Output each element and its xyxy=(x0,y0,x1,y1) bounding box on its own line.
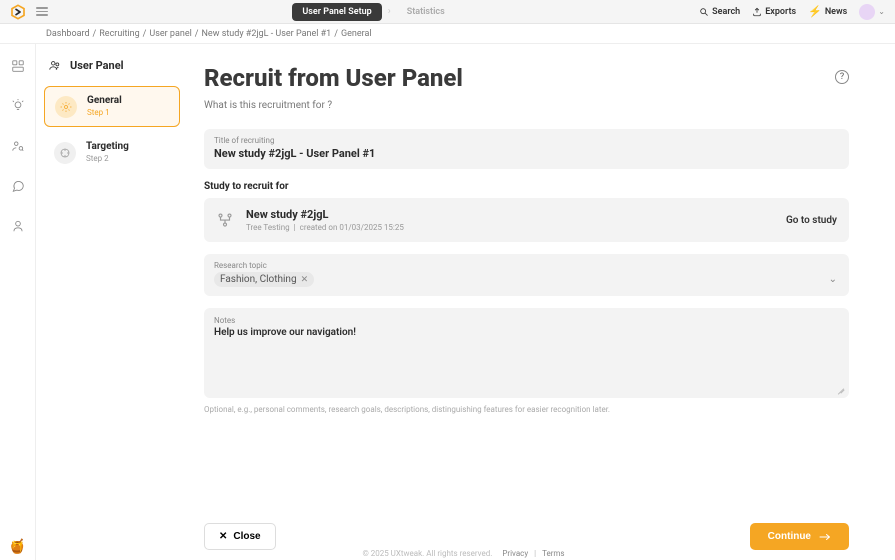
topic-tag: Fashion, Clothing ✕ xyxy=(214,272,314,287)
gear-icon xyxy=(55,96,77,118)
breadcrumb-item[interactable]: User panel xyxy=(149,29,191,39)
title-field[interactable]: Title of recruiting New study #2jgL - Us… xyxy=(204,129,849,169)
chevron-down-icon: ⌄ xyxy=(878,7,885,16)
remove-tag-icon[interactable]: ✕ xyxy=(301,275,309,285)
step-targeting[interactable]: Targeting Step 2 xyxy=(44,133,180,172)
study-card: New study #2jgL Tree Testing|created on … xyxy=(204,198,849,242)
nav-user-icon[interactable] xyxy=(10,218,26,234)
go-to-study-link[interactable]: Go to study xyxy=(786,215,837,226)
study-title: New study #2jgL xyxy=(246,208,774,221)
bolt-icon: ⚡ xyxy=(808,5,822,18)
page-subtitle: What is this recruitment for ? xyxy=(204,100,849,111)
resize-handle[interactable] xyxy=(837,386,845,394)
privacy-link[interactable]: Privacy xyxy=(502,549,528,558)
step-sub: Step 1 xyxy=(87,108,122,117)
nav-recruit-icon[interactable] xyxy=(10,138,26,154)
terms-link[interactable]: Terms xyxy=(542,549,564,558)
research-topic-field[interactable]: Research topic Fashion, Clothing ✕ ⌄ xyxy=(204,254,849,296)
tree-icon xyxy=(216,211,234,229)
news-action[interactable]: ⚡ News xyxy=(808,5,847,18)
page-footer: © 2025 UXtweak. All rights reserved. Pri… xyxy=(36,549,895,558)
users-icon xyxy=(48,58,62,72)
title-value: New study #2jgL - User Panel #1 xyxy=(214,147,839,160)
notes-label: Notes xyxy=(214,316,839,325)
nav-idea-icon[interactable] xyxy=(10,98,26,114)
notes-value: Help us improve our navigation! xyxy=(214,327,839,338)
notes-field[interactable]: Notes Help us improve our navigation! xyxy=(204,308,849,398)
breadcrumb-item[interactable]: Dashboard xyxy=(46,29,90,39)
topic-label: Research topic xyxy=(214,261,839,270)
tab-statistics[interactable]: Statistics xyxy=(397,3,455,21)
exports-action[interactable]: Exports xyxy=(752,7,796,17)
notes-hint: Optional, e.g., personal comments, resea… xyxy=(204,404,849,415)
study-section-label: Study to recruit for xyxy=(204,181,849,192)
nav-dashboard-icon[interactable] xyxy=(10,58,26,74)
breadcrumb-item[interactable]: New study #2jgL - User Panel #1 xyxy=(202,29,332,39)
chevron-down-icon[interactable]: ⌄ xyxy=(829,274,839,285)
step-general[interactable]: General Step 1 xyxy=(44,86,180,127)
step-label: General xyxy=(87,95,122,106)
chevron-right-icon: › xyxy=(388,6,391,17)
side-title: User Panel xyxy=(44,58,180,72)
title-label: Title of recruiting xyxy=(214,136,839,145)
target-icon xyxy=(54,142,76,164)
exports-label: Exports xyxy=(765,7,796,17)
user-avatar[interactable] xyxy=(859,4,875,20)
search-action[interactable]: Search xyxy=(699,7,740,17)
step-label: Targeting xyxy=(86,141,129,152)
help-icon[interactable]: ? xyxy=(835,70,849,84)
breadcrumb-item[interactable]: Recruiting xyxy=(99,29,139,39)
breadcrumb-current: General xyxy=(341,29,372,39)
menu-toggle[interactable] xyxy=(36,7,48,16)
brand-logo[interactable] xyxy=(10,4,26,20)
continue-button[interactable]: Continue xyxy=(750,523,849,550)
breadcrumb: Dashboard/ Recruiting/ User panel/ New s… xyxy=(0,24,895,44)
study-meta: Tree Testing|created on 01/03/2025 15:25 xyxy=(246,223,774,232)
nav-chat-icon[interactable] xyxy=(10,178,26,194)
tab-user-panel-setup[interactable]: User Panel Setup xyxy=(292,3,381,21)
page-heading: Recruit from User Panel xyxy=(204,64,463,92)
arrow-right-icon xyxy=(819,532,831,542)
nav-honey-icon[interactable]: 🍯 xyxy=(10,544,26,560)
search-icon xyxy=(699,7,709,17)
close-button[interactable]: ✕ Close xyxy=(204,523,276,550)
step-sub: Step 2 xyxy=(86,154,129,163)
close-icon: ✕ xyxy=(219,531,227,542)
export-icon xyxy=(752,7,762,17)
search-label: Search xyxy=(712,7,740,17)
news-label: News xyxy=(825,7,847,17)
